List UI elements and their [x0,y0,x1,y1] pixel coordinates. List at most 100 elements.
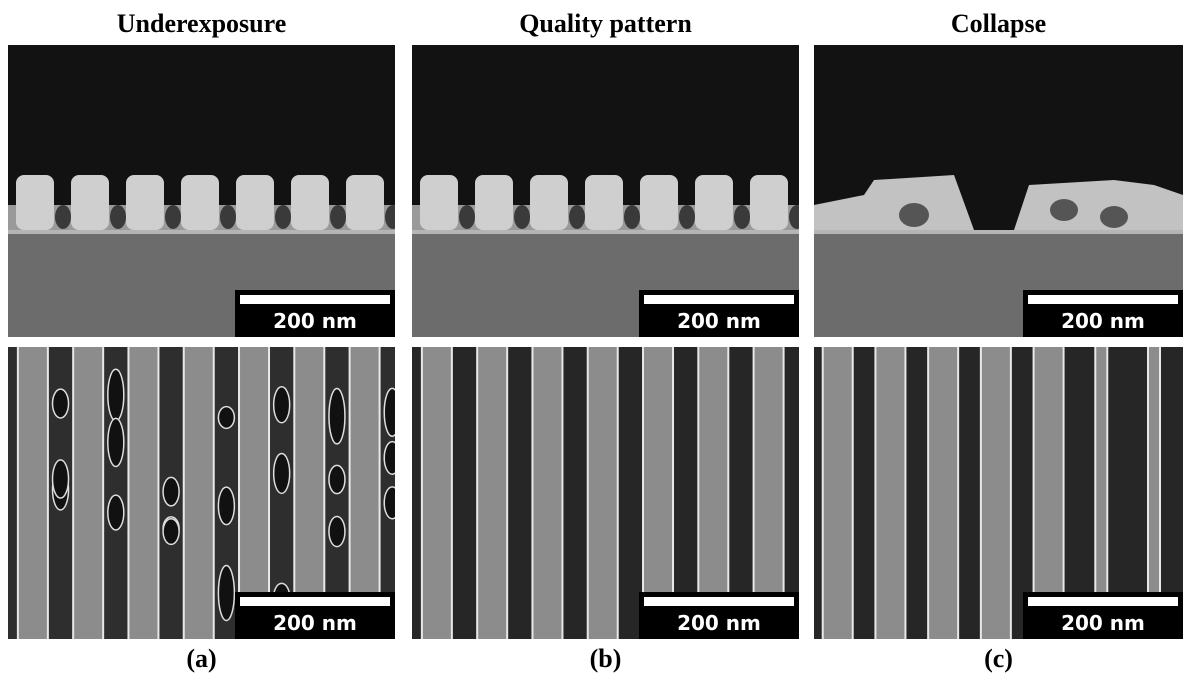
resist-line [16,175,54,230]
resist-line [181,175,219,230]
stripe [348,347,381,639]
resist-line [291,175,329,230]
collapsed-resist [1014,180,1183,235]
stripe [697,347,730,639]
defect [217,405,236,430]
stripe [874,347,907,639]
scale-label: 200 nm [273,309,357,333]
scale-bar [240,295,390,304]
image-content: 200 nm [814,347,1183,639]
cross-section-image: 200 nm [412,45,799,337]
scale-bar [1028,597,1178,606]
defect [51,388,70,419]
resist-line [695,175,733,230]
defect [162,517,180,546]
top-view-image: 200 nm [8,347,395,639]
substrate-edge [8,230,395,234]
void [1050,199,1078,221]
panel-title: Underexposure [117,9,287,38]
cross-section-image: 200 nm [8,45,395,337]
resist-line [420,175,458,230]
defect [383,387,395,437]
resist-line [585,175,623,230]
stripe [72,347,105,639]
defect [107,494,125,531]
defect [328,464,346,495]
stripe [182,347,215,639]
line-gap [514,205,530,229]
defect [328,387,346,445]
resist-line [750,175,788,230]
stripe [979,347,1012,639]
stripe [293,347,326,639]
defect [328,515,346,548]
defect [107,368,125,422]
panel-caption: (a) [186,644,216,673]
panel-title: Quality pattern [519,9,692,38]
substrate-edge [814,230,1183,234]
substrate-edge [412,230,799,234]
defect [217,564,236,622]
resist-line [126,175,164,230]
line-gap [275,205,291,229]
scale-bar [644,295,794,304]
stripe [752,347,785,639]
scale-bar [644,597,794,606]
panel-caption: (c) [984,644,1013,673]
stripe [127,347,160,639]
stripe [16,347,49,639]
panel-title: Collapse [951,9,1046,38]
stripe [642,347,675,639]
stripe [1032,347,1065,639]
scale-bar [1028,295,1178,304]
resist-line [346,175,384,230]
void [1100,206,1128,228]
resist-line [640,175,678,230]
collapsed-resist [814,175,974,235]
stripe [531,347,564,639]
cross-section-image: 200 nm [814,45,1183,337]
image-content: 200 nm [412,45,799,337]
line-gap [789,205,799,229]
line-gap [55,205,71,229]
defect [51,459,70,499]
scale-label: 200 nm [1061,611,1145,635]
stripe [420,347,453,639]
line-gap [165,205,181,229]
scale-bar [240,597,390,606]
stripe [1094,347,1109,639]
void [899,203,929,227]
stripe [476,347,509,639]
defect [272,386,291,424]
scale-label: 200 nm [677,611,761,635]
resist-line [236,175,274,230]
stripe [1147,347,1162,639]
defect [383,486,395,520]
resist-line [71,175,109,230]
defect [217,486,236,526]
defect [162,476,180,507]
scale-label: 200 nm [677,309,761,333]
image-content: 200 nm [412,347,799,639]
line-gap [110,205,126,229]
line-gap [624,205,640,229]
line-gap [330,205,346,229]
defect [383,440,395,475]
top-view-image: 200 nm [412,347,799,639]
defect [107,417,125,468]
scale-label: 200 nm [1061,309,1145,333]
stripe [586,347,619,639]
line-gap [569,205,585,229]
stripe [927,347,960,639]
defect [272,452,291,495]
line-gap [220,205,236,229]
line-gap [385,205,395,229]
panel-caption: (b) [590,644,622,673]
top-view-image: 200 nm [814,347,1183,639]
line-gap [679,205,695,229]
line-gap [459,205,475,229]
image-content: 200 nm [8,45,395,337]
image-content: 200 nm [814,45,1183,337]
